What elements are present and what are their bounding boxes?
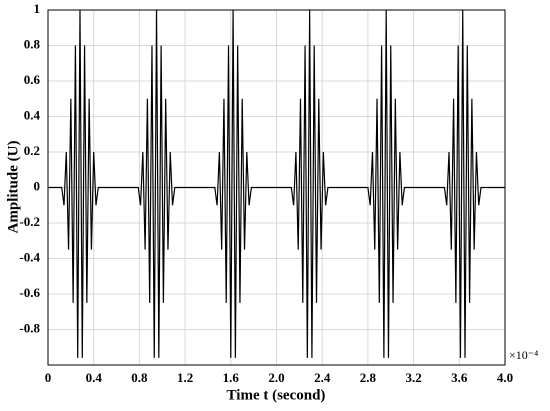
y-tick-label: 0 <box>34 178 41 193</box>
y-tick-label: -0.6 <box>19 285 40 300</box>
x-tick-label: 1.2 <box>177 370 193 385</box>
x-tick-label: 2.0 <box>268 370 284 385</box>
x-tick-label: 2.8 <box>360 370 377 385</box>
y-tick-label: -0.8 <box>19 320 40 335</box>
x-tick-label: 4.0 <box>497 370 513 385</box>
y-tick-label: 0.2 <box>24 143 40 158</box>
y-tick-label: 1 <box>34 1 41 16</box>
x-tick-label: 1.6 <box>223 370 240 385</box>
y-tick-label: 0.8 <box>24 36 41 51</box>
x-tick-label: 0 <box>45 370 52 385</box>
y-tick-label: 0.4 <box>24 107 41 122</box>
x-tick-label: 0.4 <box>86 370 103 385</box>
x-multiplier: ×10⁻⁴ <box>509 348 538 362</box>
x-tick-label: 0.8 <box>131 370 148 385</box>
x-tick-label: 3.2 <box>405 370 421 385</box>
y-tick-label: -0.2 <box>19 214 40 229</box>
x-axis-label: Time t (second) <box>227 387 326 403</box>
signal-line <box>48 9 505 358</box>
y-axis-label: Amplitude (U) <box>5 141 21 234</box>
x-tick-label: 3.6 <box>451 370 468 385</box>
y-tick-label: 0.6 <box>24 72 41 87</box>
y-tick-label: -0.4 <box>19 249 40 264</box>
x-tick-label: 2.4 <box>314 370 331 385</box>
